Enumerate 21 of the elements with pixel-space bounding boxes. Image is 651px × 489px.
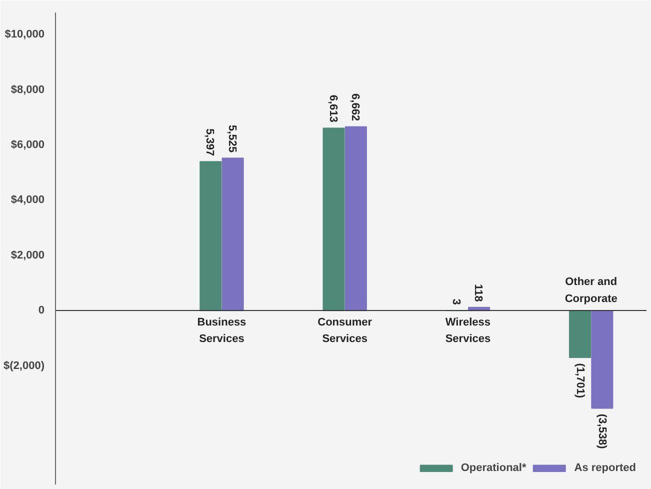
y-tick-label: $4,000 xyxy=(10,194,45,206)
y-tick-label: $2,000 xyxy=(10,249,45,262)
text: 3 xyxy=(450,298,462,305)
x-tick-label: Business Services xyxy=(197,316,246,346)
legend-label: Operational* xyxy=(460,462,526,474)
y-tick-label: $8,000 xyxy=(10,84,45,96)
y-tick-label: $6,000 xyxy=(10,138,45,151)
y-tick-label: $(2,000) xyxy=(4,360,45,372)
text: (3,538) xyxy=(596,414,608,449)
x-tick-label: Other and Corporate xyxy=(564,276,618,305)
text: (1,701) xyxy=(574,363,586,398)
y-tick-label: $10,000 xyxy=(4,28,45,41)
x-tick-label: Consumer Services xyxy=(318,316,373,346)
legend-label: As reported xyxy=(574,462,636,474)
text: 6,613 xyxy=(326,94,339,122)
text: 5,397 xyxy=(204,128,216,156)
text: 6,662 xyxy=(348,94,361,122)
text: 5,525 xyxy=(226,124,238,152)
y-tick-label: 0 xyxy=(38,304,45,317)
text: 118 xyxy=(472,284,484,302)
x-tick-label: Wireless Services xyxy=(445,316,491,346)
